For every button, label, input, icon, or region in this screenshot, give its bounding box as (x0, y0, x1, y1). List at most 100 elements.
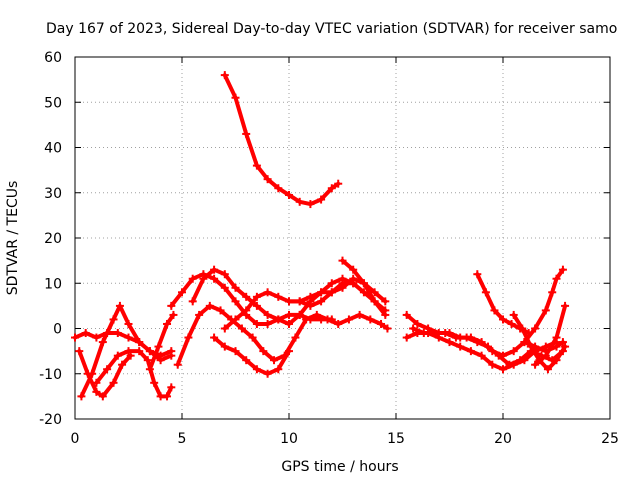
data-point (306, 200, 315, 209)
data-point (430, 329, 439, 338)
data-point (167, 347, 176, 356)
data-point (92, 387, 101, 396)
data-point (115, 301, 124, 310)
data-point (210, 274, 219, 283)
series-line-s9 (190, 267, 356, 326)
data-point (413, 319, 422, 328)
data-point (242, 356, 251, 365)
data-point (167, 301, 176, 310)
y-tick-label: 10 (44, 276, 62, 292)
series-line-s20 (533, 303, 568, 367)
y-tick-label: 50 (44, 95, 62, 111)
data-point (103, 365, 112, 374)
data-point (381, 310, 390, 319)
data-point (462, 333, 471, 342)
data-point (248, 333, 257, 342)
data-point (402, 310, 411, 319)
data-point (173, 360, 182, 369)
data-point (109, 315, 118, 324)
data-point (274, 365, 283, 374)
data-point (285, 310, 293, 319)
data-point (285, 191, 293, 200)
data-point (124, 347, 133, 356)
data-point (543, 365, 552, 374)
data-point (484, 342, 493, 351)
data-point (113, 329, 122, 338)
data-point (98, 338, 107, 347)
data-point (355, 310, 364, 319)
data-point (220, 324, 229, 333)
data-point (327, 288, 336, 297)
data-point (558, 265, 567, 274)
data-point (169, 310, 178, 319)
series-line-s7 (169, 272, 334, 326)
data-point (541, 351, 550, 360)
data-point (231, 283, 240, 292)
data-point (473, 338, 482, 347)
data-point (163, 319, 172, 328)
y-tick-label: 20 (44, 231, 62, 247)
y-tick-label: -10 (39, 367, 62, 383)
data-point (505, 360, 514, 369)
data-point (507, 319, 516, 328)
data-point (477, 351, 486, 360)
data-point (383, 324, 392, 333)
data-point (285, 347, 293, 356)
data-point (274, 292, 283, 301)
data-point (327, 279, 336, 288)
data-point (75, 347, 84, 356)
data-point (552, 356, 561, 365)
data-point (499, 315, 507, 324)
data-point (71, 333, 79, 342)
data-point (541, 342, 550, 351)
data-point (370, 288, 379, 297)
series-line-s12 (287, 276, 388, 304)
data-point (220, 283, 229, 292)
data-point (135, 338, 144, 347)
x-tick-label: 0 (71, 431, 80, 447)
data-point (334, 179, 343, 188)
data-point (509, 347, 518, 356)
data-point (199, 274, 208, 283)
y-tick-label: 60 (44, 50, 62, 66)
data-point (366, 315, 375, 324)
data-point (323, 315, 332, 324)
data-point (220, 342, 229, 351)
data-point (338, 283, 347, 292)
data-point (359, 279, 368, 288)
series-line-s18 (522, 267, 565, 345)
data-point (195, 310, 204, 319)
data-point (188, 297, 197, 306)
data-point (263, 319, 272, 328)
data-point (259, 347, 268, 356)
x-tick-label: 25 (601, 431, 619, 447)
data-point (359, 288, 368, 297)
x-axis-label: GPS time / hours (281, 459, 398, 475)
data-point (526, 342, 535, 351)
series-line-s1 (222, 73, 341, 207)
data-point (118, 360, 127, 369)
data-point (518, 324, 527, 333)
data-point (145, 365, 154, 374)
data-point (285, 297, 293, 306)
data-point (124, 319, 133, 328)
data-point (516, 356, 525, 365)
data-point (441, 329, 450, 338)
data-point (143, 356, 152, 365)
chart-title: Day 167 of 2023, Sidereal Day-to-day VTE… (46, 21, 617, 37)
data-point (499, 365, 507, 374)
data-point (156, 351, 165, 360)
data-point (349, 274, 358, 283)
data-point (344, 315, 353, 324)
data-point (263, 369, 272, 378)
data-point (541, 306, 550, 315)
data-point (88, 369, 97, 378)
data-point (419, 329, 428, 338)
data-point (349, 265, 358, 274)
data-point (274, 184, 283, 193)
data-point (295, 297, 304, 306)
data-point (285, 319, 293, 328)
data-point (317, 297, 326, 306)
data-point (92, 378, 101, 387)
